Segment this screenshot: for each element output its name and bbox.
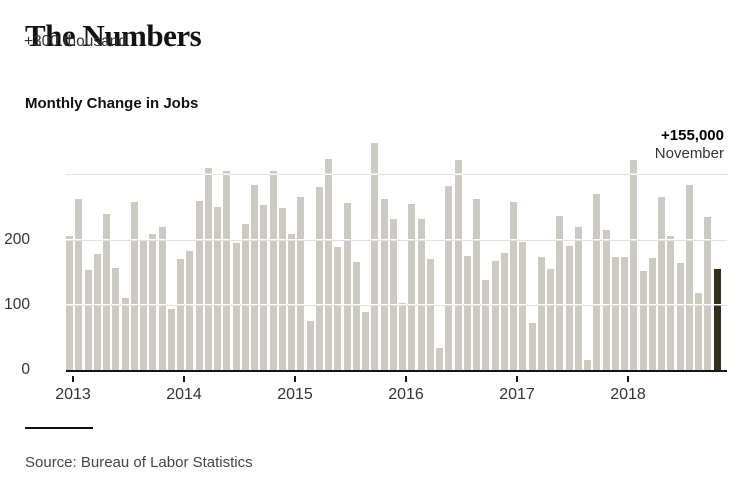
bar-month — [251, 185, 258, 370]
bar-month — [584, 359, 591, 370]
bar-month — [408, 204, 416, 370]
bar-month — [352, 262, 360, 370]
bar-month — [306, 321, 314, 370]
bar-month — [436, 347, 443, 370]
x-tick-2017 — [516, 376, 518, 382]
x-tick-2013 — [72, 376, 74, 382]
bar-month — [399, 302, 406, 370]
bar-month — [454, 160, 462, 370]
bar-month — [519, 241, 527, 370]
bar-month — [389, 218, 397, 370]
bar-month — [121, 298, 129, 370]
bar-month — [103, 213, 110, 370]
x-label-2016: 2016 — [388, 386, 424, 403]
plot-area: 200 100 0 2013 2014 2015 2016 2017 2018 — [4, 132, 727, 403]
bar-month — [611, 257, 619, 370]
bar-month — [75, 199, 83, 370]
bar-month — [426, 258, 434, 370]
bar-month — [445, 186, 453, 370]
bar-month — [315, 186, 323, 370]
bar-month — [158, 227, 166, 370]
bar-month — [380, 198, 388, 370]
bar-month — [269, 170, 277, 370]
bar-month — [482, 280, 490, 370]
bar-month — [547, 268, 554, 370]
bar-month — [695, 293, 702, 370]
bar-month — [565, 246, 573, 370]
bar-month — [491, 261, 499, 370]
bar-month — [93, 253, 101, 370]
source-divider — [25, 427, 93, 429]
bar-month — [574, 226, 582, 370]
x-label-2013: 2013 — [55, 386, 91, 403]
bar-month — [362, 311, 369, 370]
bar-month — [371, 143, 379, 370]
bar-month — [658, 196, 665, 370]
bar-month — [297, 196, 305, 370]
x-label-2018: 2018 — [610, 386, 646, 403]
bar-month — [630, 160, 638, 370]
bar-month — [685, 184, 693, 370]
bar-month — [149, 234, 157, 370]
bar-month — [177, 258, 184, 370]
x-label-2015: 2015 — [277, 386, 313, 403]
bar-month — [510, 202, 517, 370]
bar-month — [140, 240, 147, 370]
bar-month — [473, 199, 480, 370]
gridline-300 — [66, 174, 727, 176]
highlight-annotation: +155,000 November — [655, 127, 724, 163]
x-tick-2016 — [405, 376, 407, 382]
bar-month — [667, 235, 675, 370]
x-tick-2014 — [183, 376, 185, 382]
bar-month — [343, 203, 351, 370]
bar-month — [463, 255, 471, 370]
bar-month — [556, 216, 564, 370]
x-axis-line — [66, 370, 727, 372]
bar-month — [214, 207, 221, 370]
bar-month — [66, 236, 73, 370]
highlight-month-label: November — [654, 145, 724, 162]
bar-month — [593, 193, 601, 370]
bar-month — [704, 216, 712, 370]
page-title: The Numbers — [25, 18, 202, 53]
bar-month — [417, 219, 425, 370]
bar-month — [278, 208, 286, 370]
bar-month — [528, 323, 536, 370]
bar-month — [223, 170, 231, 370]
source-credit: Source: Bureau of Labor Statistics — [25, 454, 253, 471]
highlight-value: +155,000 — [661, 127, 724, 144]
bar-month — [232, 242, 240, 370]
bar-month — [602, 229, 610, 370]
bar-month — [537, 257, 545, 370]
bar-month — [639, 270, 647, 370]
bar-month — [500, 253, 508, 370]
bar-month — [325, 159, 332, 370]
bar-month — [112, 267, 120, 370]
x-label-2014: 2014 — [166, 386, 202, 403]
bar-month — [260, 205, 268, 370]
y-tick-0: 0 — [21, 361, 30, 378]
bar-highlight-november-2018 — [713, 268, 721, 370]
bar-month — [130, 202, 138, 370]
x-tick-2018 — [627, 376, 629, 382]
bar-month — [195, 201, 203, 370]
y-tick-100: 100 — [4, 295, 30, 313]
x-tick-2015 — [294, 376, 296, 382]
bar-month — [648, 257, 656, 370]
x-label-2017: 2017 — [499, 386, 535, 403]
bar-month — [334, 246, 342, 370]
bar-month — [288, 234, 295, 370]
bar-month — [186, 251, 194, 370]
bar-month — [241, 223, 249, 370]
bar-month — [167, 309, 175, 370]
bar-month — [204, 167, 212, 370]
bar-month — [676, 263, 684, 370]
bar-month — [621, 257, 628, 370]
y-axis-unit-label: +300 thousand — [24, 33, 127, 51]
chart-subtitle: Monthly Change in Jobs — [25, 95, 199, 112]
y-tick-200: 200 — [4, 230, 30, 248]
bar-month — [84, 270, 92, 370]
